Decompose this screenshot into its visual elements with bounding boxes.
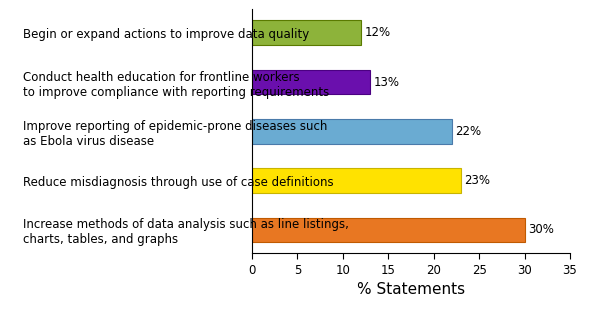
Text: 23%: 23%: [464, 174, 491, 187]
Bar: [252, 218, 524, 242]
Text: 13%: 13%: [374, 75, 400, 88]
Text: 22%: 22%: [455, 125, 482, 138]
Bar: [252, 70, 370, 94]
Text: 12%: 12%: [365, 26, 391, 39]
Bar: [252, 119, 452, 144]
Bar: [252, 168, 461, 193]
Text: 30%: 30%: [528, 223, 554, 236]
Bar: [252, 20, 361, 45]
X-axis label: % Statements: % Statements: [357, 282, 465, 297]
